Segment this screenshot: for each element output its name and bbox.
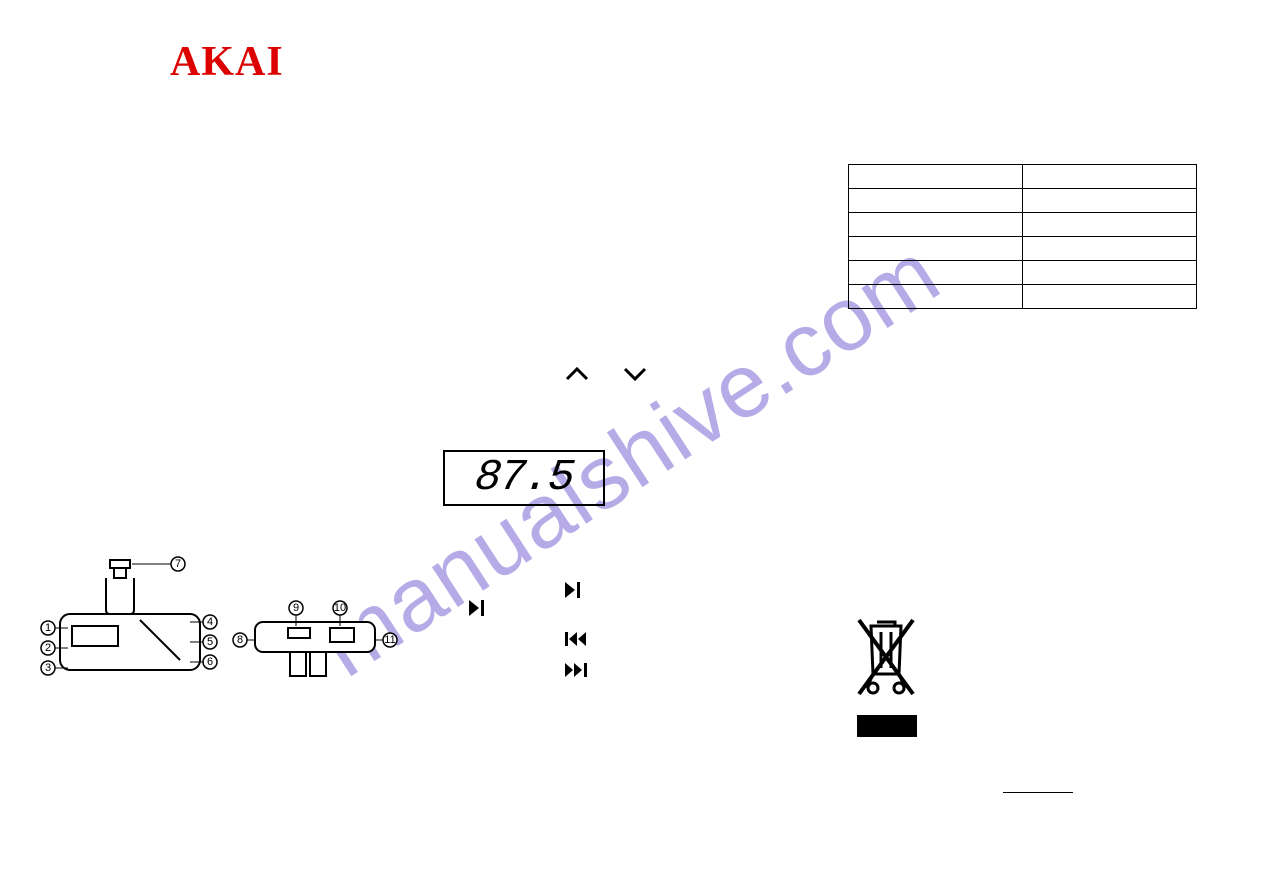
callout-3: 3: [45, 662, 51, 674]
play-pause-icon: [565, 582, 583, 603]
brand-logo: AKAI: [170, 38, 284, 86]
callout-9: 9: [293, 602, 299, 614]
callout-5: 5: [207, 636, 213, 648]
prev-track-icon: [565, 630, 587, 651]
lcd-display: 87.5: [443, 450, 605, 506]
callout-4: 4: [207, 616, 213, 628]
table-row: [849, 261, 1197, 285]
callout-8: 8: [237, 634, 243, 646]
chevron-down-icon: [623, 358, 647, 390]
callout-11: 11: [384, 634, 395, 646]
next-track-icon: [565, 661, 587, 682]
callout-1: 1: [45, 622, 51, 634]
product-diagram: 1 2 3 4 5 6 7 8 9 10 11: [40, 550, 410, 715]
table-row: [849, 285, 1197, 309]
table-row: [849, 165, 1197, 189]
text-underline: [1003, 792, 1073, 793]
callout-7: 7: [175, 558, 181, 570]
table-row: [849, 237, 1197, 261]
spec-table: [848, 164, 1197, 309]
callout-6: 6: [207, 656, 213, 668]
callout-10: 10: [334, 602, 346, 614]
chevron-up-icon: [565, 358, 589, 390]
callout-2: 2: [45, 642, 51, 654]
lcd-reading: 87.5: [473, 453, 575, 503]
table-row: [849, 189, 1197, 213]
weee-bin-icon: [851, 614, 921, 707]
table-row: [849, 213, 1197, 237]
play-pause-icon: [469, 600, 487, 621]
weee-bar: [857, 715, 917, 737]
